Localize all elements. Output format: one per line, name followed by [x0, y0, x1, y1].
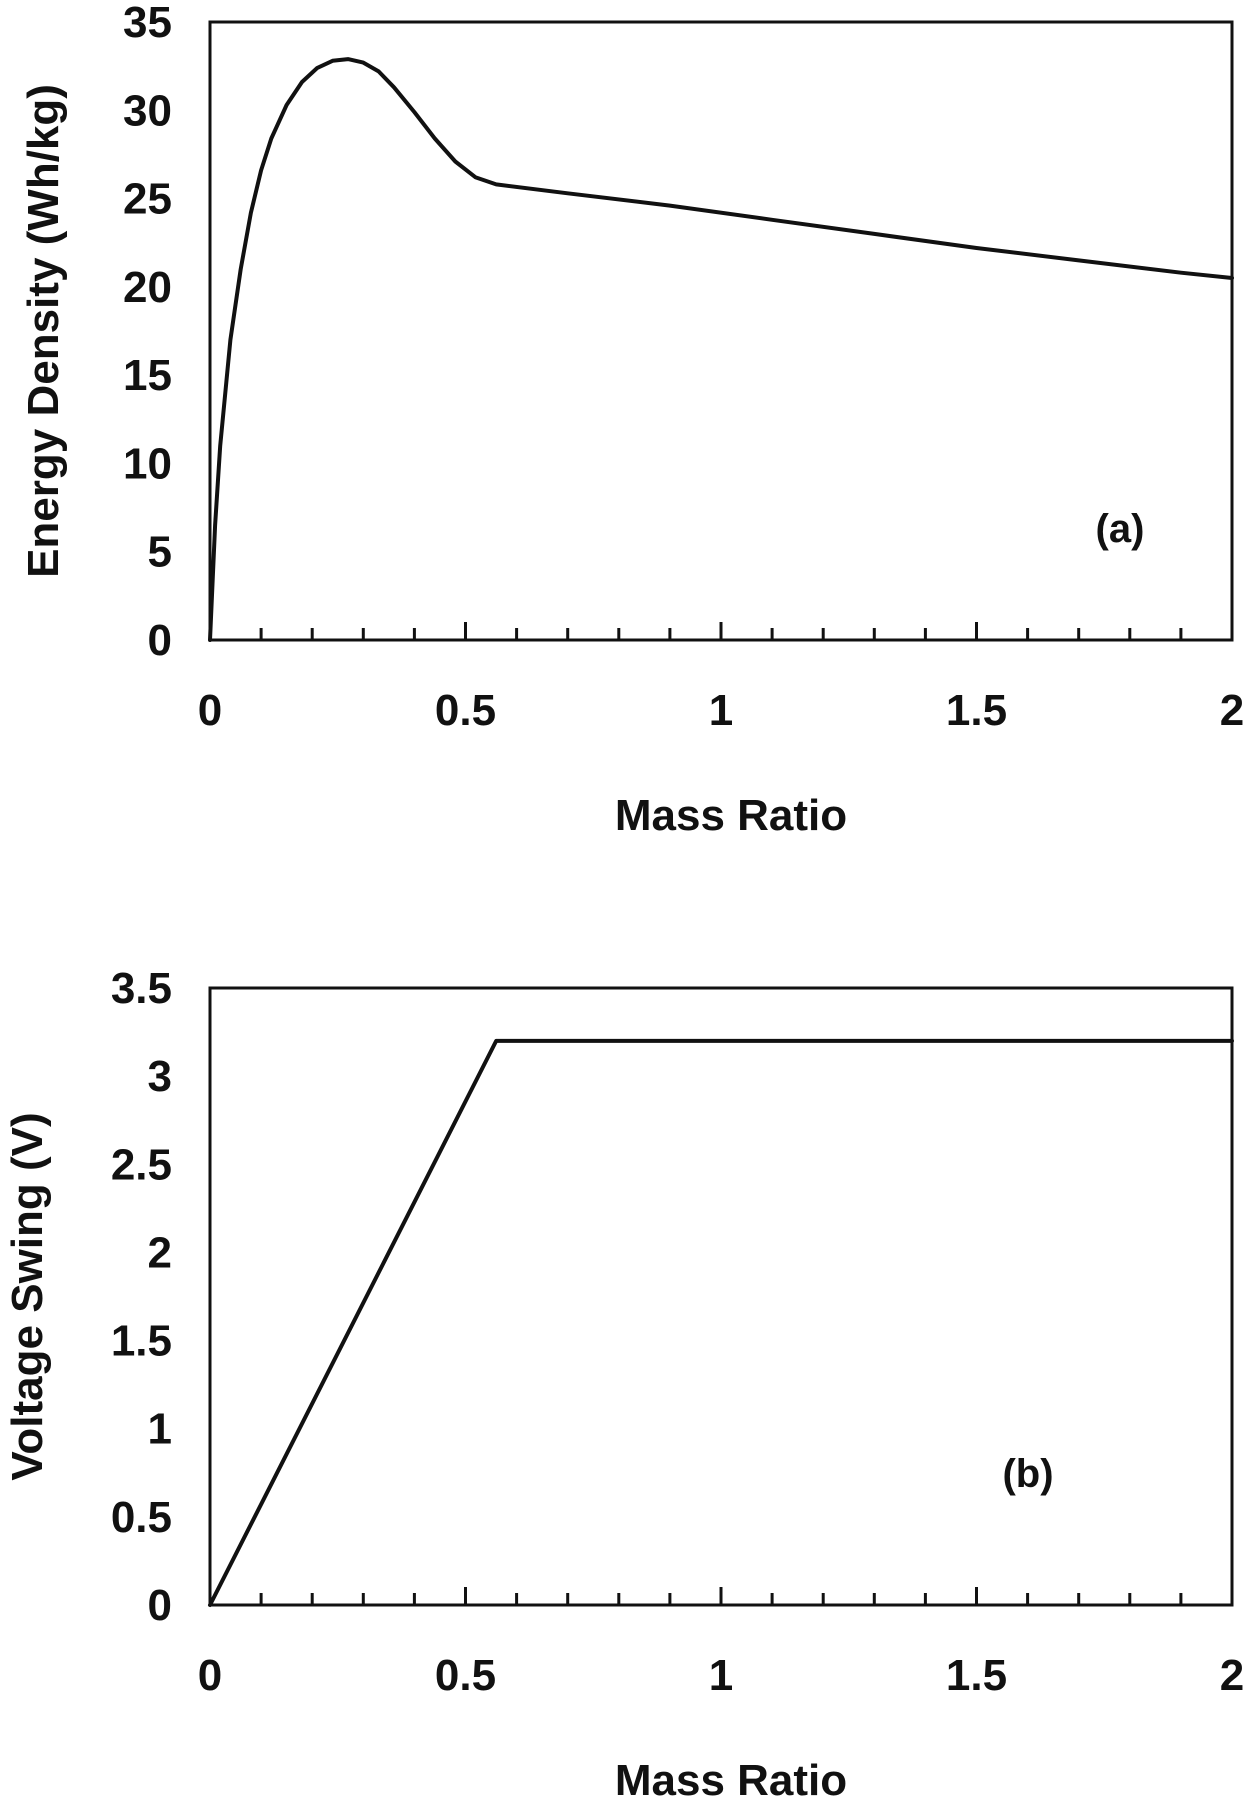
x-tick-label: 1 [709, 1651, 733, 1700]
y-tick-label: 0 [148, 616, 172, 665]
y-tick-label: 30 [123, 86, 172, 135]
y-axis-label: Voltage Swing (V) [3, 1112, 52, 1480]
y-tick-label: 3 [148, 1052, 172, 1101]
x-tick-label: 1 [709, 686, 733, 735]
x-tick-label: 1.5 [946, 1651, 1007, 1700]
series-line [208, 57, 1234, 642]
x-tick-label: 2 [1220, 1651, 1244, 1700]
y-tick-label: 1.5 [111, 1317, 172, 1366]
y-tick-label: 25 [123, 175, 172, 224]
chart-panel-b: 0 0.5 1 1.5 2 0 0.5 1 1.5 2 2.5 3 3.5 Mass Ratio Volta… [3, 964, 1244, 1800]
panel-label: (b) [1002, 1452, 1053, 1496]
x-tick-label: 0 [198, 1651, 222, 1700]
y-tick-label: 3.5 [111, 964, 172, 1013]
y-tick-label: 5 [148, 528, 172, 577]
x-tick-label: 0.5 [435, 1651, 496, 1700]
x-axis-label: Mass Ratio [615, 791, 847, 840]
series-line [208, 1038, 1234, 1607]
y-tick-label: 15 [123, 351, 172, 400]
y-tick-label: 10 [123, 439, 172, 488]
panel-label: (a) [1096, 507, 1145, 551]
x-tick-label: 2 [1220, 686, 1244, 735]
x-tick-label: 1.5 [946, 686, 1007, 735]
y-tick-label: 1 [148, 1405, 172, 1454]
y-tick-label: 35 [123, 0, 172, 47]
x-axis-label: Mass Ratio [615, 1756, 847, 1800]
y-tick-label: 20 [123, 263, 172, 312]
y-tick-label: 2.5 [111, 1140, 172, 1189]
y-tick-label: 0.5 [111, 1493, 172, 1542]
plot-frame [208, 986, 1234, 1607]
y-tick-label: 0 [148, 1581, 172, 1630]
x-tick-label: 0.5 [435, 686, 496, 735]
x-tick-label: 0 [198, 686, 222, 735]
y-axis-label: Energy Density (Wh/kg) [19, 84, 68, 578]
plot-frame [208, 20, 1234, 642]
y-tick-label: 2 [148, 1228, 172, 1277]
